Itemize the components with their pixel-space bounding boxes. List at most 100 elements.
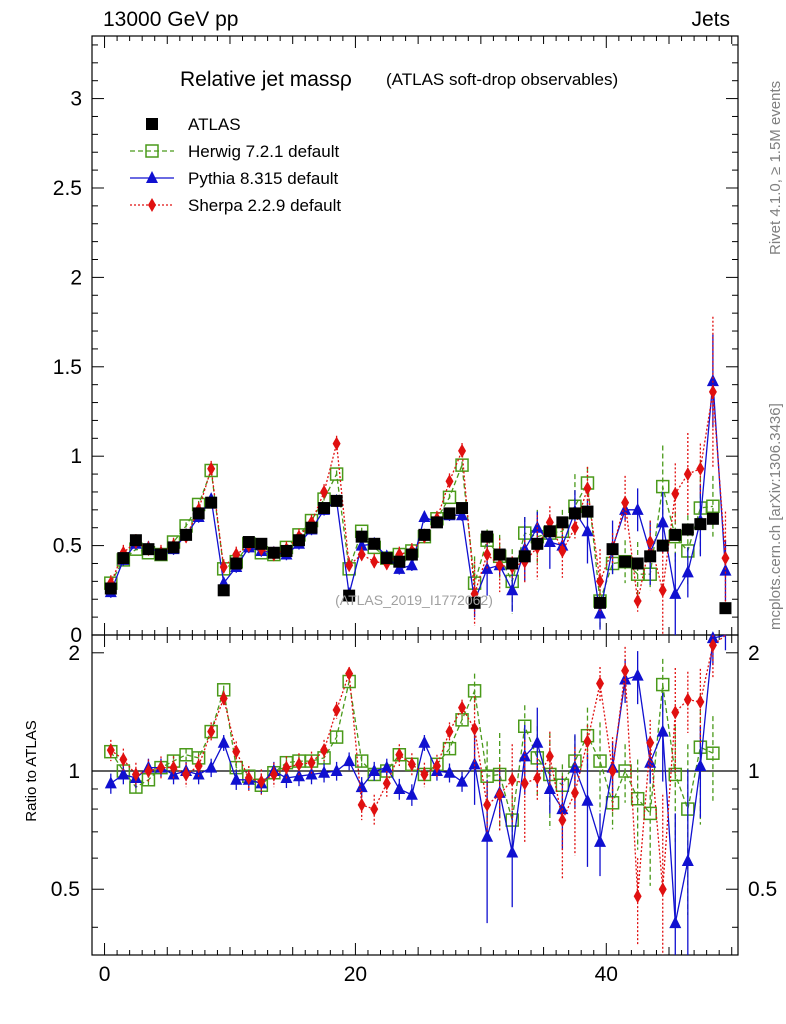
legend-marker xyxy=(146,118,158,130)
ratio-point xyxy=(520,776,529,791)
data-point xyxy=(305,521,318,534)
ratio-point xyxy=(658,882,667,897)
data-point xyxy=(192,507,205,520)
data-point xyxy=(393,561,406,574)
data-point xyxy=(292,534,305,547)
data-point xyxy=(219,560,228,575)
ratio-point xyxy=(470,721,479,736)
tick-labels: 0 20 40 0 0.5 1 1.5 2 2.5 3 0.5 0.5 1 1 2 2 xyxy=(51,88,777,986)
legend-marker xyxy=(146,171,158,183)
data-point xyxy=(506,557,519,570)
data-point xyxy=(380,552,393,565)
ratio-point xyxy=(117,767,130,780)
chart-subtitle: (ATLAS soft-drop observables) xyxy=(386,70,618,89)
data-point xyxy=(633,594,642,609)
ratio-point xyxy=(257,774,266,789)
legend: ATLAS Herwig 7.2.1 default Pythia 8.315 de… xyxy=(130,115,341,215)
ratio-point xyxy=(618,764,632,778)
data-point xyxy=(370,554,379,569)
y-tick-label-ratio: 0.5 xyxy=(51,878,80,901)
ratio-point xyxy=(420,767,429,782)
ratio-point xyxy=(543,781,556,794)
data-point xyxy=(493,548,506,561)
data-point xyxy=(568,507,581,520)
data-point xyxy=(556,516,569,529)
main-plot-data xyxy=(104,316,732,635)
ratio-point xyxy=(282,760,291,775)
data-point xyxy=(458,443,467,458)
series-line xyxy=(110,391,727,602)
y-tick-label-ratio-right: 1 xyxy=(748,760,760,783)
y-tick-label-main: 1 xyxy=(70,445,82,468)
y-tick-label-ratio: 1 xyxy=(68,760,80,783)
data-point xyxy=(558,543,567,558)
data-point xyxy=(706,374,719,387)
data-point xyxy=(142,543,155,556)
ratio-point xyxy=(269,767,278,782)
data-point xyxy=(581,524,594,537)
ratio-point xyxy=(318,765,331,778)
ratio-point xyxy=(357,797,366,812)
data-point xyxy=(483,547,492,562)
ratio-point xyxy=(330,764,343,777)
ratio-point xyxy=(456,774,469,787)
ratio-point xyxy=(418,735,431,748)
data-point xyxy=(445,474,454,489)
ratio-point xyxy=(708,638,717,653)
data-point xyxy=(570,520,579,535)
y-tick-label-main: 1.5 xyxy=(53,356,82,379)
y-tick-label-main: 2 xyxy=(70,266,82,289)
series-atlas xyxy=(104,494,732,615)
data-point xyxy=(418,509,431,522)
legend-label: Pythia 8.315 default xyxy=(188,169,339,188)
ratio-point xyxy=(669,916,682,929)
category-label: Jets xyxy=(691,8,730,31)
ratio-point xyxy=(217,735,230,748)
ratio-point xyxy=(194,758,203,773)
data-point xyxy=(683,467,692,482)
data-point xyxy=(681,523,694,536)
y-tick-label-main: 2.5 xyxy=(53,177,82,200)
data-point xyxy=(280,544,293,557)
data-point xyxy=(596,574,605,589)
ratio-point xyxy=(382,776,391,791)
ratio-point xyxy=(380,760,393,773)
legend-item: Pythia 8.315 default xyxy=(130,169,339,188)
ratio-point xyxy=(608,764,617,779)
ratio-point xyxy=(232,744,241,759)
ratio-point xyxy=(671,705,680,720)
legend-label: Herwig 7.2.1 default xyxy=(188,142,339,161)
data-point xyxy=(721,551,730,566)
legend-label: ATLAS xyxy=(188,115,241,134)
plot-texts: Ratio to ATLAS Relative jet massρ (ATLAS s… xyxy=(23,68,618,822)
data-point xyxy=(506,583,519,596)
ratio-point xyxy=(696,694,705,709)
data-point xyxy=(368,537,381,550)
data-point xyxy=(207,461,216,476)
ratio-point xyxy=(646,735,655,750)
legend-marker xyxy=(148,198,156,212)
data-point xyxy=(355,530,368,543)
data-point xyxy=(543,535,556,548)
ratio-point xyxy=(683,692,692,707)
data-point xyxy=(708,384,717,399)
ratio-point xyxy=(393,781,406,794)
ratio-point xyxy=(633,889,642,904)
data-point xyxy=(104,582,117,595)
legend-item: Sherpa 2.2.9 default xyxy=(130,196,341,215)
ratio-point xyxy=(533,770,542,785)
data-point xyxy=(619,555,632,568)
ratio-point xyxy=(320,743,329,758)
axis-ticks xyxy=(92,36,738,955)
data-point xyxy=(658,583,667,598)
data-point xyxy=(581,505,594,518)
x-tick-label: 40 xyxy=(595,963,618,986)
data-point xyxy=(180,528,193,541)
data-point xyxy=(518,550,531,563)
data-point xyxy=(646,535,655,550)
y-tick-label-main: 0 xyxy=(70,624,82,647)
data-point xyxy=(631,502,644,515)
ratio-point xyxy=(656,724,669,737)
ratio-point xyxy=(594,834,607,847)
